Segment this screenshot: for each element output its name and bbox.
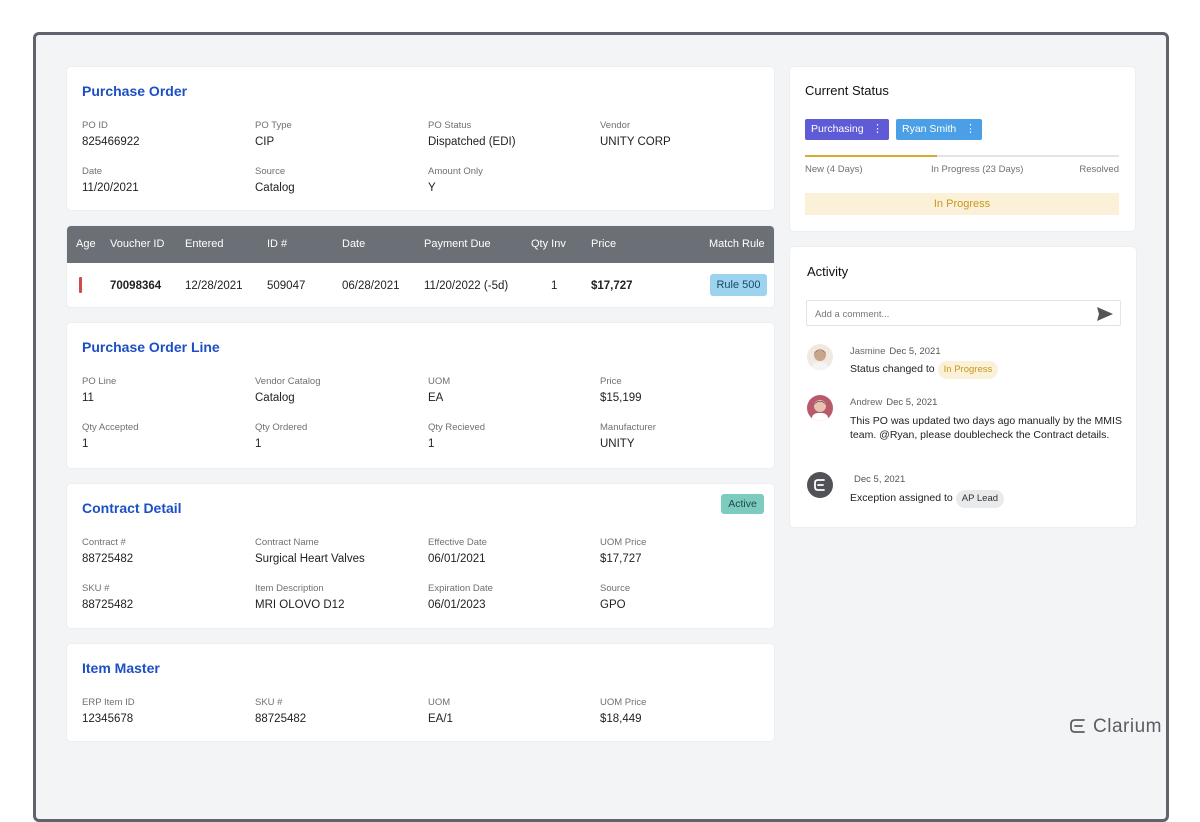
qty-received-field: Qty Recieved 1	[428, 422, 486, 450]
user-avatar-icon	[812, 349, 828, 370]
match-rule-badge[interactable]: Rule 500	[710, 274, 767, 296]
vendor-catalog-field: Vendor Catalog Catalog	[255, 376, 321, 404]
current-status-title: Current Status	[805, 83, 889, 98]
status-pill: In Progress	[937, 361, 999, 379]
avatar	[807, 395, 833, 421]
id-cell: 509047	[267, 280, 306, 292]
step-resolved: Resolved	[1079, 164, 1119, 175]
purchase-order-title: Purchase Order	[82, 83, 188, 99]
payment-due-cell: 11/20/2022 (-5d)	[424, 280, 509, 292]
vendor-field: Vendor UNITY CORP	[600, 120, 671, 148]
status-progress-track	[805, 155, 1119, 157]
activity-text: Status changed to In Progress	[850, 361, 999, 379]
current-status-card: Current Status Purchasing ⋮ Ryan Smith ⋮ N…	[790, 67, 1135, 231]
clarium-logo-icon	[814, 479, 825, 491]
item-master-title: Item Master	[82, 660, 160, 676]
contract-detail-card: Contract Detail Active Contract #8872548…	[67, 484, 774, 628]
item-uom-price-field: UOM Price $18,449	[600, 697, 647, 725]
department-chip[interactable]: Purchasing ⋮	[805, 119, 889, 140]
item-master-card: Item Master ERP Item ID 12345678 SKU #887…	[67, 644, 774, 741]
po-line-card: Purchase Order Line PO Line 11 Vendor Cat…	[67, 323, 774, 468]
step-new: New (4 Days)	[805, 164, 863, 175]
age-indicator	[79, 277, 82, 293]
source-field: Source Catalog	[255, 166, 295, 194]
po-status-field: PO Status Dispatched (EDI)	[428, 120, 516, 148]
col-price[interactable]: Price	[591, 238, 617, 250]
activity-text: Exception assigned to AP Lead	[850, 490, 1005, 508]
voucher-id-cell: 70098364	[110, 280, 162, 292]
comment-input[interactable]	[815, 306, 1085, 322]
uom-field: UOM EA	[428, 376, 451, 404]
erp-item-id-field: ERP Item ID 12345678	[82, 697, 135, 725]
send-icon[interactable]	[1096, 306, 1114, 322]
activity-text: This PO was updated two days ago manuall…	[850, 415, 1122, 441]
date-cell: 06/28/2021	[342, 280, 400, 292]
comment-box	[806, 300, 1121, 326]
date-field: Date 11/20/2021	[82, 166, 139, 194]
col-entered[interactable]: Entered	[185, 238, 224, 250]
activity-meta: Dec 5, 2021	[854, 474, 906, 485]
contract-number-field: Contract #88725482	[82, 537, 134, 565]
item-description-field: Item Description MRI OLOVO D12	[255, 583, 345, 611]
contract-source-field: Source GPO	[600, 583, 631, 611]
voucher-table: Age Voucher ID Entered ID # Date Payment…	[67, 226, 774, 307]
po-id-field: PO ID 825466922	[82, 120, 140, 148]
voucher-table-header: Age Voucher ID Entered ID # Date Payment…	[67, 226, 774, 263]
sku-field: SKU #88725482	[82, 583, 134, 611]
status-badge: Active	[721, 494, 764, 514]
activity-meta: Andrew Dec 5, 2021	[850, 397, 938, 408]
col-voucher-id[interactable]: Voucher ID	[110, 238, 165, 250]
col-qty-inv[interactable]: Qty Inv	[531, 238, 566, 250]
clarium-logo-icon	[1070, 719, 1085, 733]
avatar	[807, 344, 833, 370]
assignee-chip[interactable]: Ryan Smith ⋮	[896, 119, 982, 140]
more-icon[interactable]: ⋮	[965, 123, 976, 135]
activity-meta: Jasmine Dec 5, 2021	[850, 346, 941, 357]
qty-inv-cell: 1	[551, 280, 558, 292]
col-age[interactable]: Age	[76, 238, 96, 250]
user-avatar-icon	[812, 400, 828, 421]
po-line-field: PO Line 11	[82, 376, 117, 404]
col-match-rule[interactable]: Match Rule	[709, 238, 765, 250]
amount-only-field: Amount Only Y	[428, 166, 483, 194]
contract-detail-title: Contract Detail	[82, 500, 182, 516]
col-id[interactable]: ID #	[267, 238, 288, 250]
activity-title: Activity	[807, 264, 849, 279]
expiration-date-field: Expiration Date 06/01/2023	[428, 583, 493, 611]
more-icon[interactable]: ⋮	[872, 123, 883, 135]
qty-ordered-field: Qty Ordered 1	[255, 422, 308, 450]
price-cell: $17,727	[591, 280, 633, 292]
status-banner: In Progress	[805, 193, 1119, 215]
assignee-pill: AP Lead	[955, 490, 1005, 508]
step-in-progress: In Progress (23 Days)	[931, 164, 1024, 175]
status-progress-fill	[805, 155, 937, 157]
qty-accepted-field: Qty Accepted 1	[82, 422, 139, 450]
contract-name-field: Contract Name Surgical Heart Valves	[255, 537, 365, 565]
po-type-field: PO Type CIP	[255, 120, 292, 148]
entered-cell: 12/28/2021	[185, 280, 243, 292]
payment-due-delta: (-5d)	[483, 280, 509, 292]
item-uom-field: UOM EA/1	[428, 697, 453, 725]
avatar	[807, 472, 833, 498]
item-sku-field: SKU #88725482	[255, 697, 307, 725]
manufacturer-field: Manufacturer UNITY	[600, 422, 656, 450]
col-payment-due[interactable]: Payment Due	[424, 238, 491, 250]
effective-date-field: Effective Date 06/01/2021	[428, 537, 487, 565]
po-line-title: Purchase Order Line	[82, 339, 220, 355]
brand-logo: Clarium	[1069, 716, 1162, 738]
col-date[interactable]: Date	[342, 238, 366, 250]
uom-price-field: UOM Price $17,727	[600, 537, 647, 565]
price-field: Price $15,199	[600, 376, 642, 404]
purchase-order-card: Purchase Order PO ID 825466922 PO Type CIP…	[67, 67, 774, 210]
